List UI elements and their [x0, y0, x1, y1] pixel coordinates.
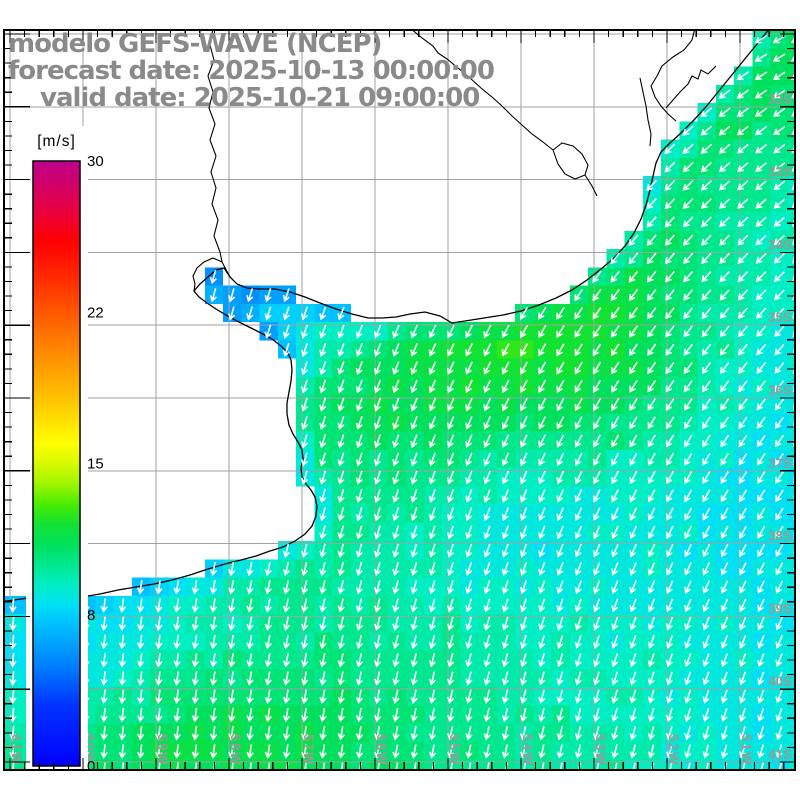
plot-title-valid-date: valid date: 2025-10-21 09:00:00: [40, 83, 480, 113]
lat-axis-labels: 31S 32S 33S 34S 35S 36S 37S 38S 39S 40S 41S: [768, 19, 792, 762]
svg-text:59W: 59W: [155, 734, 170, 766]
svg-text:52W: 52W: [666, 734, 681, 766]
map-frame: [3, 29, 796, 771]
svg-text:53W: 53W: [593, 734, 608, 766]
svg-text:39S: 39S: [768, 601, 792, 616]
svg-text:35S: 35S: [768, 310, 792, 325]
latlon-grid: [4, 30, 795, 770]
lon-axis-labels: 61W 60W 59W 58W 57W 56W 55W 54W 53W 52W 51W: [9, 734, 754, 766]
colorbar-tick-label: 15: [87, 456, 104, 473]
colorbar-gradient: [32, 160, 81, 767]
svg-text:34S: 34S: [768, 237, 792, 252]
svg-text:56W: 56W: [374, 734, 389, 766]
svg-text:61W: 61W: [9, 734, 24, 766]
colorbar-tick-label: 22: [87, 304, 104, 321]
svg-text:55W: 55W: [447, 734, 462, 766]
svg-text:58W: 58W: [228, 734, 243, 766]
svg-text:37S: 37S: [768, 456, 792, 471]
axis-ticks: [4, 30, 795, 770]
svg-text:33S: 33S: [768, 165, 792, 180]
svg-text:54W: 54W: [520, 734, 535, 766]
colorbar: [m/s] 30 22 15 8 0: [26, 126, 104, 775]
coastline-path: [4, 30, 770, 603]
svg-text:41S: 41S: [768, 747, 792, 762]
svg-text:38S: 38S: [768, 529, 792, 544]
svg-text:36S: 36S: [768, 383, 792, 398]
svg-text:40S: 40S: [768, 674, 792, 689]
svg-text:57W: 57W: [301, 734, 316, 766]
rivers-lagoons-path: [192, 30, 717, 292]
colorbar-tick-label: 0: [87, 758, 95, 775]
svg-text:51W: 51W: [739, 734, 754, 766]
svg-text:31S: 31S: [768, 19, 792, 34]
plot-title-forecast-date: forecast date: 2025-10-13 00:00:00: [8, 56, 495, 86]
colorbar-unit-label: [m/s]: [37, 133, 76, 150]
colorbar-tick-label: 30: [87, 153, 104, 170]
colorbar-tick-label: 8: [87, 607, 95, 624]
plot-title-model: modelo GEFS-WAVE (NCEP): [8, 29, 382, 59]
wave-field-layer: [4, 30, 795, 770]
svg-text:32S: 32S: [768, 92, 792, 107]
